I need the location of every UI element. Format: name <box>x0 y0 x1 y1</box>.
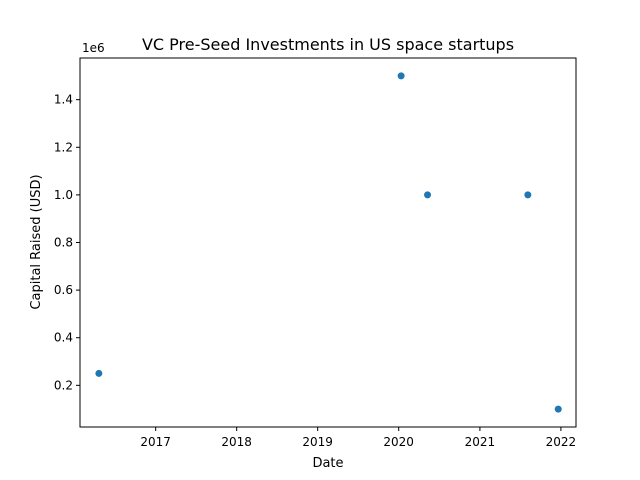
data-points <box>95 72 562 413</box>
x-tick-label: 2022 <box>546 435 577 449</box>
x-tick-label: 2017 <box>140 435 171 449</box>
data-point <box>524 191 532 199</box>
chart-title: VC Pre-Seed Investments in US space star… <box>142 35 514 54</box>
y-tick-label: 1.4 <box>54 93 73 107</box>
x-tick-label: 2021 <box>465 435 496 449</box>
y-tick-label: 0.2 <box>54 378 73 392</box>
y-tick-label: 0.4 <box>54 331 73 345</box>
x-tick-label: 2019 <box>302 435 333 449</box>
y-axis-label: Capital Raised (USD) <box>29 174 44 309</box>
y-axis-offset-label: 1e6 <box>82 41 105 55</box>
data-point <box>554 405 562 413</box>
y-tick-label: 1.0 <box>54 188 73 202</box>
data-point <box>424 191 432 199</box>
y-tick-label: 0.6 <box>54 283 73 297</box>
x-axis-label: Date <box>312 456 343 471</box>
y-tick-label: 0.8 <box>54 236 73 250</box>
x-tick-label: 2018 <box>221 435 252 449</box>
plot-area-frame <box>79 57 577 428</box>
y-tick-label: 1.2 <box>54 140 73 154</box>
data-point <box>397 72 405 80</box>
x-tick-label: 2020 <box>383 435 414 449</box>
axis-ticks: 2017 2018 2019 2020 2021 2022 0.2 0.4 0.6 0.8 1.0 1… <box>54 93 576 449</box>
data-point <box>95 369 103 377</box>
